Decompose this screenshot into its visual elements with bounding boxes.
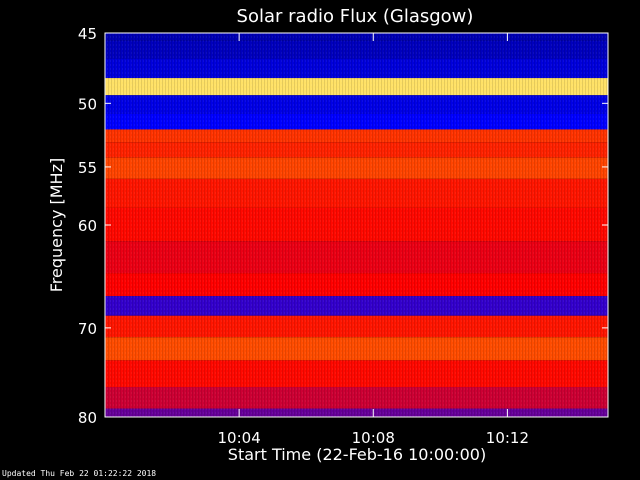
y-tick-label: 70 <box>78 320 97 338</box>
x-tick-label: 10:12 <box>486 429 529 447</box>
spectrogram-plot-area <box>105 33 608 417</box>
y-tick-label: 60 <box>78 217 97 235</box>
y-axis: 45 50 55 60 70 80 <box>78 25 608 427</box>
x-tick-label: 10:04 <box>218 429 261 447</box>
updated-timestamp: Updated Thu Feb 22 01:22:22 2018 <box>2 469 157 478</box>
y-tick-label: 50 <box>78 95 97 113</box>
y-axis-label: Frequency [MHz] <box>47 158 66 292</box>
chart-title: Solar radio Flux (Glasgow) <box>237 6 474 27</box>
x-axis-label: Start Time (22-Feb-16 10:00:00) <box>228 445 486 464</box>
y-tick-label: 45 <box>78 25 97 43</box>
x-axis: 10:04 10:08 10:12 <box>218 33 529 447</box>
y-tick-label: 80 <box>78 409 97 427</box>
texture-overlay <box>105 33 608 417</box>
x-tick-label: 10:08 <box>352 429 395 447</box>
y-tick-label: 55 <box>78 159 97 177</box>
